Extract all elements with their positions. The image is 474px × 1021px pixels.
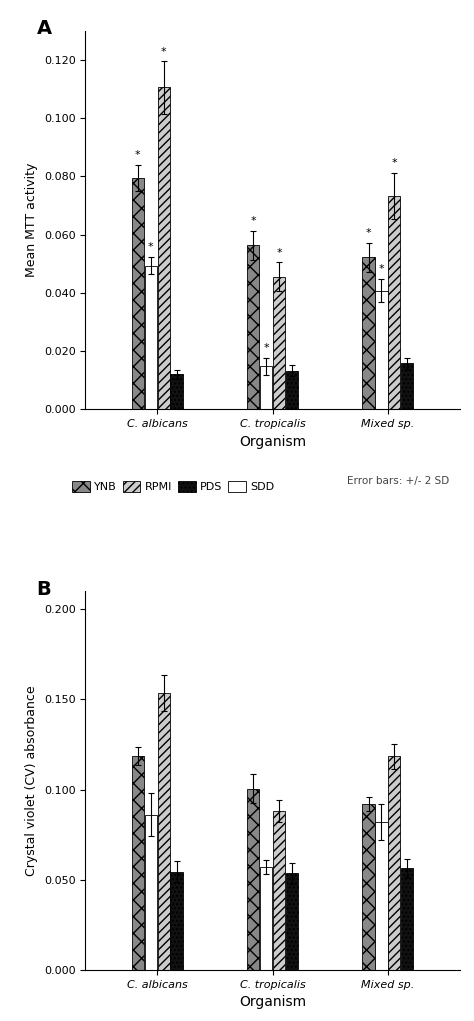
Text: A: A (36, 19, 52, 38)
Bar (260, 867, 272, 970)
Text: *: * (135, 150, 141, 160)
Text: Error bars: +/- 2 SD: Error bars: +/- 2 SD (347, 476, 450, 486)
Bar (157, 88, 170, 409)
Bar (273, 812, 285, 970)
Text: *: * (263, 343, 269, 353)
Text: *: * (161, 47, 166, 57)
Text: *: * (366, 228, 371, 238)
Bar (375, 822, 388, 970)
X-axis label: Organism: Organism (239, 435, 306, 448)
Bar (375, 291, 388, 409)
Y-axis label: Mean MTT activity: Mean MTT activity (25, 162, 38, 277)
Bar (363, 257, 374, 409)
Text: B: B (36, 580, 51, 599)
Bar (388, 196, 401, 409)
Bar (171, 872, 182, 970)
Legend: YNB, RPMI, PDS, SDD: YNB, RPMI, PDS, SDD (72, 481, 274, 492)
Bar (132, 178, 144, 409)
Text: *: * (148, 242, 154, 252)
Bar (247, 788, 259, 970)
Y-axis label: Crystal violet (CV) absorbance: Crystal violet (CV) absorbance (25, 685, 38, 876)
Bar (401, 868, 413, 970)
Bar (363, 804, 374, 970)
Text: *: * (276, 248, 282, 257)
Text: *: * (379, 264, 384, 275)
Text: *: * (392, 158, 397, 168)
Bar (286, 371, 298, 409)
Bar (157, 693, 170, 970)
Bar (286, 873, 298, 970)
Text: *: * (250, 216, 256, 227)
Bar (145, 265, 157, 409)
X-axis label: Organism: Organism (239, 995, 306, 1009)
Bar (247, 245, 259, 409)
Bar (401, 363, 413, 409)
Bar (132, 757, 144, 970)
Bar (273, 277, 285, 409)
Bar (171, 375, 182, 409)
Bar (145, 815, 157, 970)
Bar (388, 757, 401, 970)
Bar (260, 367, 272, 409)
